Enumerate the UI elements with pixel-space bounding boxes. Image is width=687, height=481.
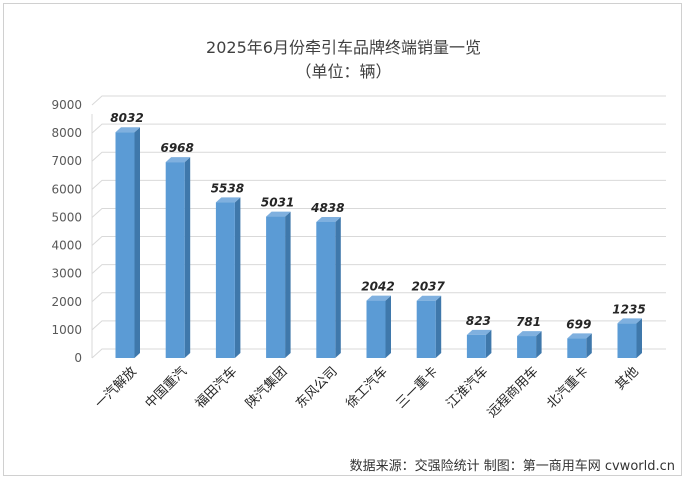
- bar-side: [134, 127, 140, 358]
- chart-frame: [3, 3, 682, 476]
- chart-title: 2025年6月份牵引车品牌终端销量一览: [206, 38, 481, 57]
- data-label: 4838: [310, 201, 344, 215]
- y-tick-label: 4000: [51, 239, 82, 253]
- bar: [366, 300, 386, 358]
- bar-side: [636, 318, 642, 358]
- gridline: [91, 123, 666, 134]
- gridline: [91, 179, 666, 190]
- gridline: [91, 236, 666, 246]
- y-tick-label: 9000: [51, 98, 82, 112]
- y-tick-label: 7000: [51, 154, 82, 168]
- bar: [567, 338, 587, 358]
- y-tick-label: 1000: [51, 323, 82, 337]
- bar-top: [517, 331, 542, 337]
- bar-side: [385, 295, 391, 358]
- data-label: 781: [516, 315, 541, 329]
- bar: [115, 132, 135, 358]
- data-label: 5031: [261, 196, 294, 210]
- gridline: [91, 320, 666, 331]
- bar: [617, 323, 637, 358]
- x-tick-label: 其他: [613, 364, 642, 393]
- bar-top: [366, 295, 391, 301]
- x-tick-label: 徐工汽车: [343, 364, 391, 412]
- gridline: [91, 95, 666, 106]
- y-tick-label: 3000: [51, 267, 82, 281]
- bar-top: [416, 295, 442, 301]
- data-label: 1235: [612, 302, 645, 316]
- bar: [165, 162, 185, 358]
- bar-top: [266, 211, 291, 217]
- bar: [215, 202, 235, 358]
- bar-side: [435, 295, 442, 358]
- bar-top: [215, 197, 241, 203]
- y-tick-label: 0: [74, 351, 82, 365]
- bar-top: [115, 127, 140, 133]
- x-tick-label: 中国重汽: [142, 364, 190, 412]
- bar: [266, 216, 286, 358]
- data-label: 6968: [160, 141, 193, 155]
- bar-side: [184, 157, 191, 358]
- gridline: [91, 292, 666, 303]
- x-tick-label: 江淮汽车: [443, 364, 491, 412]
- data-label: 2042: [361, 280, 394, 294]
- x-tick-label: 三一重卡: [393, 364, 441, 412]
- x-tick-label: 福田汽车: [192, 364, 240, 412]
- bar-side: [285, 211, 291, 358]
- y-tick-label: 2000: [51, 295, 82, 309]
- source-note: 数据来源：交强险统计 制图：第一商用车网 cvworld.cn: [349, 459, 675, 474]
- x-tick-label: 陕汽集团: [242, 364, 290, 412]
- bar-side: [586, 333, 592, 358]
- bar-side: [536, 331, 542, 358]
- data-label: 8032: [110, 111, 143, 125]
- bar-top: [165, 157, 191, 163]
- y-tick-label: 5000: [51, 210, 82, 224]
- data-label: 699: [566, 317, 591, 331]
- gridline: [91, 264, 666, 275]
- bar-top: [617, 318, 642, 324]
- data-label: 823: [466, 314, 491, 328]
- y-tick-label: 6000: [51, 182, 82, 196]
- bar: [466, 334, 486, 358]
- bar-side: [234, 197, 241, 358]
- gridline: [91, 207, 666, 218]
- data-label: 2037: [411, 280, 445, 294]
- bar-top: [466, 329, 492, 335]
- bar-top: [316, 217, 341, 222]
- x-tick-label: 东风公司: [293, 364, 340, 411]
- bar-top: [567, 333, 592, 339]
- chart-subtitle: （单位：辆）: [295, 62, 392, 81]
- bar: [316, 221, 336, 358]
- bar-side: [335, 217, 341, 358]
- data-label: 5538: [211, 181, 244, 195]
- y-tick-label: 8000: [51, 126, 82, 140]
- x-tick-label: 一汽解放: [92, 364, 139, 411]
- x-tick-label: 远程商用车: [484, 364, 541, 421]
- bar: [517, 336, 537, 358]
- bar: [416, 300, 436, 358]
- x-tick-label: 北汽重卡: [544, 364, 592, 412]
- bar-side: [485, 329, 492, 358]
- gridline: [91, 151, 666, 162]
